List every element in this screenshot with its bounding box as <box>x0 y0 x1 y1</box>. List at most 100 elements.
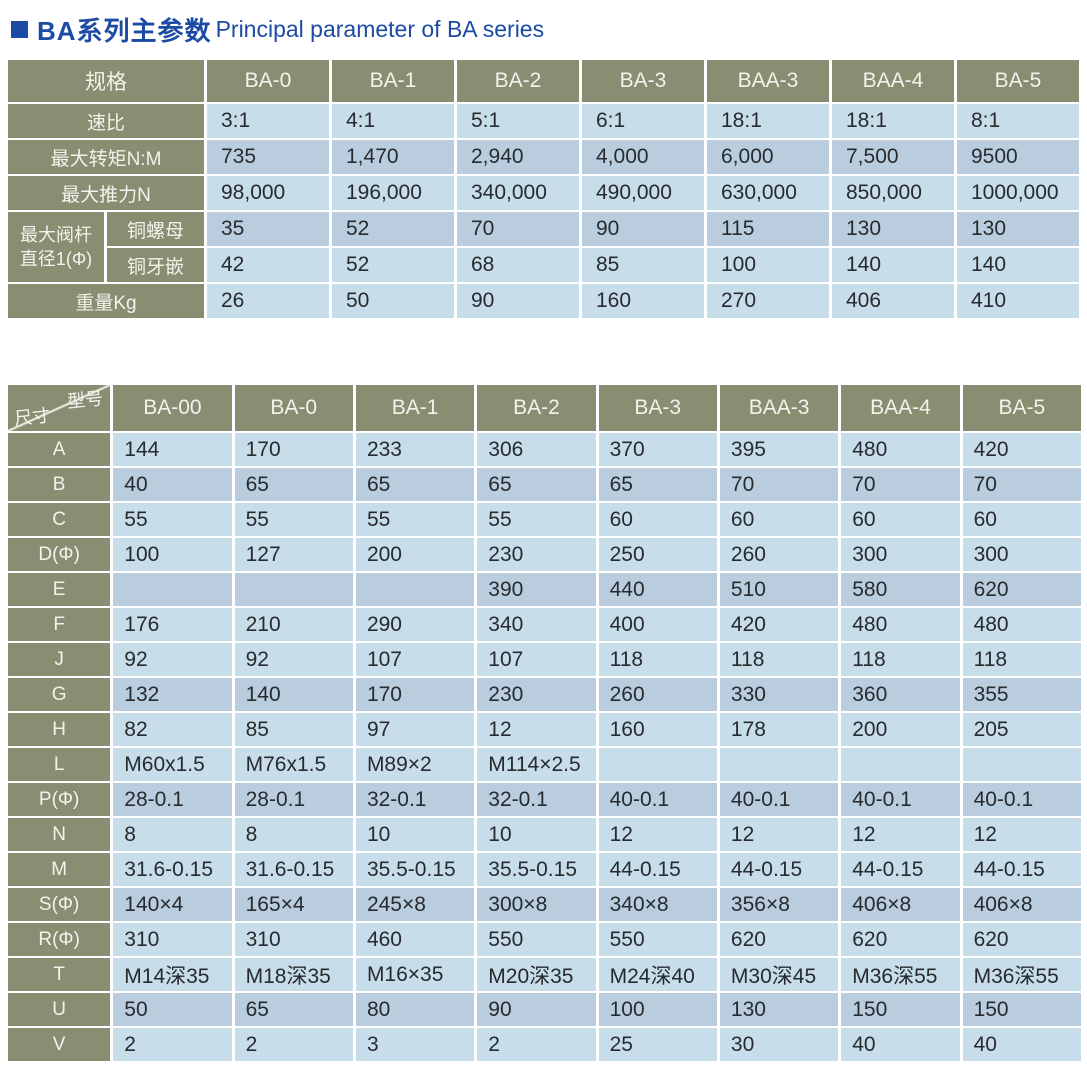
page-title-en: Principal parameter of BA series <box>215 15 545 42</box>
dimension-row-label: T <box>8 958 111 991</box>
dimension-row-label: P(Φ) <box>8 783 111 816</box>
dimension-cell: M36深55 <box>841 958 960 991</box>
dimension-cell: 50 <box>113 993 232 1026</box>
dimension-cell: 118 <box>841 643 960 676</box>
dimension-cell: 100 <box>598 993 717 1026</box>
dimension-table-row: H 82 85 97 12 160 178 200 205 <box>8 713 1081 746</box>
spec-table-row: 铜牙嵌 42 52 68 85 100 140 140 <box>8 248 1079 282</box>
dimension-cell: 10 <box>355 818 475 851</box>
dimension-cell: 32-0.1 <box>477 783 596 816</box>
spec-cell: 630,000 <box>707 176 829 210</box>
spec-cell: 52 <box>332 212 454 246</box>
corner-label-size: 尺寸 <box>13 405 52 429</box>
dimension-cell: 12 <box>598 818 717 851</box>
dimension-cell: 420 <box>719 608 839 641</box>
dimension-cell: 620 <box>841 923 960 956</box>
dimension-table-row: D(Φ) 100 127 200 230 250 260 300 300 <box>8 538 1081 571</box>
dimension-col-header: BAA-4 <box>841 385 960 431</box>
dimension-cell: 118 <box>962 643 1081 676</box>
spec-cell: 4,000 <box>582 140 704 174</box>
dimension-cell: 355 <box>962 678 1081 711</box>
dimension-cell: 140×4 <box>113 888 232 921</box>
corner-label-model: 型号 <box>66 388 105 412</box>
dimension-table-row: U 50 65 80 90 100 130 150 150 <box>8 993 1081 1026</box>
dimension-cell: M76x1.5 <box>234 748 353 781</box>
spec-row-label: 最大转矩N:M <box>8 140 204 174</box>
dimension-cell: 8 <box>234 818 353 851</box>
spec-table-row: 最大转矩N:M 735 1,470 2,940 4,000 6,000 7,500 9500 <box>8 140 1079 174</box>
dimension-cell: 580 <box>841 573 960 606</box>
spec-row-label: 最大推力N <box>8 176 204 210</box>
dimension-cell: 440 <box>598 573 717 606</box>
dimension-cell: 306 <box>477 433 596 466</box>
dimension-cell <box>598 748 717 781</box>
dimension-table-row: J 92 92 107 107 118 118 118 118 <box>8 643 1081 676</box>
dimension-cell <box>234 573 353 606</box>
dimension-cell: 340×8 <box>598 888 717 921</box>
dimension-cell: 170 <box>355 678 475 711</box>
dimension-col-header: BA-1 <box>355 385 475 431</box>
dimension-row-label: B <box>8 468 111 501</box>
dimension-cell: 250 <box>598 538 717 571</box>
spec-row-label: 铜螺母 <box>107 212 204 246</box>
dimension-cell: 28-0.1 <box>113 783 232 816</box>
dimension-cell: 44-0.15 <box>841 853 960 886</box>
dimension-cell: 395 <box>719 433 839 466</box>
dimension-cell: 300 <box>841 538 960 571</box>
dimension-cell: 82 <box>113 713 232 746</box>
spec-cell: 68 <box>457 248 579 282</box>
dimension-cell: M14深35 <box>113 958 232 991</box>
spec-cell: 42 <box>207 248 329 282</box>
spec-cell: 406 <box>832 284 954 318</box>
dimension-cell: 65 <box>234 468 353 501</box>
page-title: BA系列主参数 Principal parameter of BA series <box>11 12 1083 46</box>
spec-cell: 735 <box>207 140 329 174</box>
dimension-corner-cell: 型号 尺寸 <box>8 385 111 431</box>
spec-cell: 140 <box>832 248 954 282</box>
dimension-cell: 550 <box>477 923 596 956</box>
dimension-cell: 2 <box>477 1028 596 1061</box>
dimension-cell: 144 <box>113 433 232 466</box>
dimension-cell: 31.6-0.15 <box>113 853 232 886</box>
dimension-cell: M36深55 <box>962 958 1081 991</box>
dimension-row-label: E <box>8 573 111 606</box>
spec-cell: 90 <box>582 212 704 246</box>
dimension-cell: 8 <box>113 818 232 851</box>
spec-col-header: BA-0 <box>207 60 329 102</box>
dimension-cell: 245×8 <box>355 888 475 921</box>
spec-cell: 115 <box>707 212 829 246</box>
spec-table-body: 规格 BA-0 BA-1 BA-2 BA-3 BAA-3 BAA-4 BA-5 速比 3:1 4:1… <box>8 60 1079 318</box>
spec-cell: 140 <box>957 248 1079 282</box>
spec-cell: 70 <box>457 212 579 246</box>
dimension-cell: 12 <box>477 713 596 746</box>
dimension-cell: 300×8 <box>477 888 596 921</box>
dimension-cell: 80 <box>355 993 475 1026</box>
dimension-cell: 260 <box>719 538 839 571</box>
spec-cell: 3:1 <box>207 104 329 138</box>
dimension-cell: 40 <box>841 1028 960 1061</box>
dimension-col-header: BA-0 <box>234 385 353 431</box>
dimension-cell: 230 <box>477 678 596 711</box>
dimension-cell: M60x1.5 <box>113 748 232 781</box>
dimension-cell: 160 <box>598 713 717 746</box>
dimension-cell: M89×2 <box>355 748 475 781</box>
dimension-table-row: G 132 140 170 230 260 330 360 355 <box>8 678 1081 711</box>
spec-cell: 490,000 <box>582 176 704 210</box>
spec-cell: 90 <box>457 284 579 318</box>
dimension-cell: 390 <box>477 573 596 606</box>
diagonal-divider: 型号 尺寸 <box>8 385 111 431</box>
dimension-cell: 92 <box>234 643 353 676</box>
dimension-cell: 55 <box>477 503 596 536</box>
dimension-cell: 55 <box>113 503 232 536</box>
dimension-cell: 290 <box>355 608 475 641</box>
dimension-row-label: G <box>8 678 111 711</box>
spec-cell: 52 <box>332 248 454 282</box>
dimension-cell: 90 <box>477 993 596 1026</box>
spec-table-row: 速比 3:1 4:1 5:1 6:1 18:1 18:1 8:1 <box>8 104 1079 138</box>
spec-table-row: 最大推力N 98,000 196,000 340,000 490,000 630,000 8… <box>8 176 1079 210</box>
dimension-cell: M18深35 <box>234 958 353 991</box>
dimension-cell: 2 <box>234 1028 353 1061</box>
dimension-table-row: B 40 65 65 65 65 70 70 70 <box>8 468 1081 501</box>
dimension-cell: 140 <box>234 678 353 711</box>
dimension-cell: 620 <box>962 923 1081 956</box>
